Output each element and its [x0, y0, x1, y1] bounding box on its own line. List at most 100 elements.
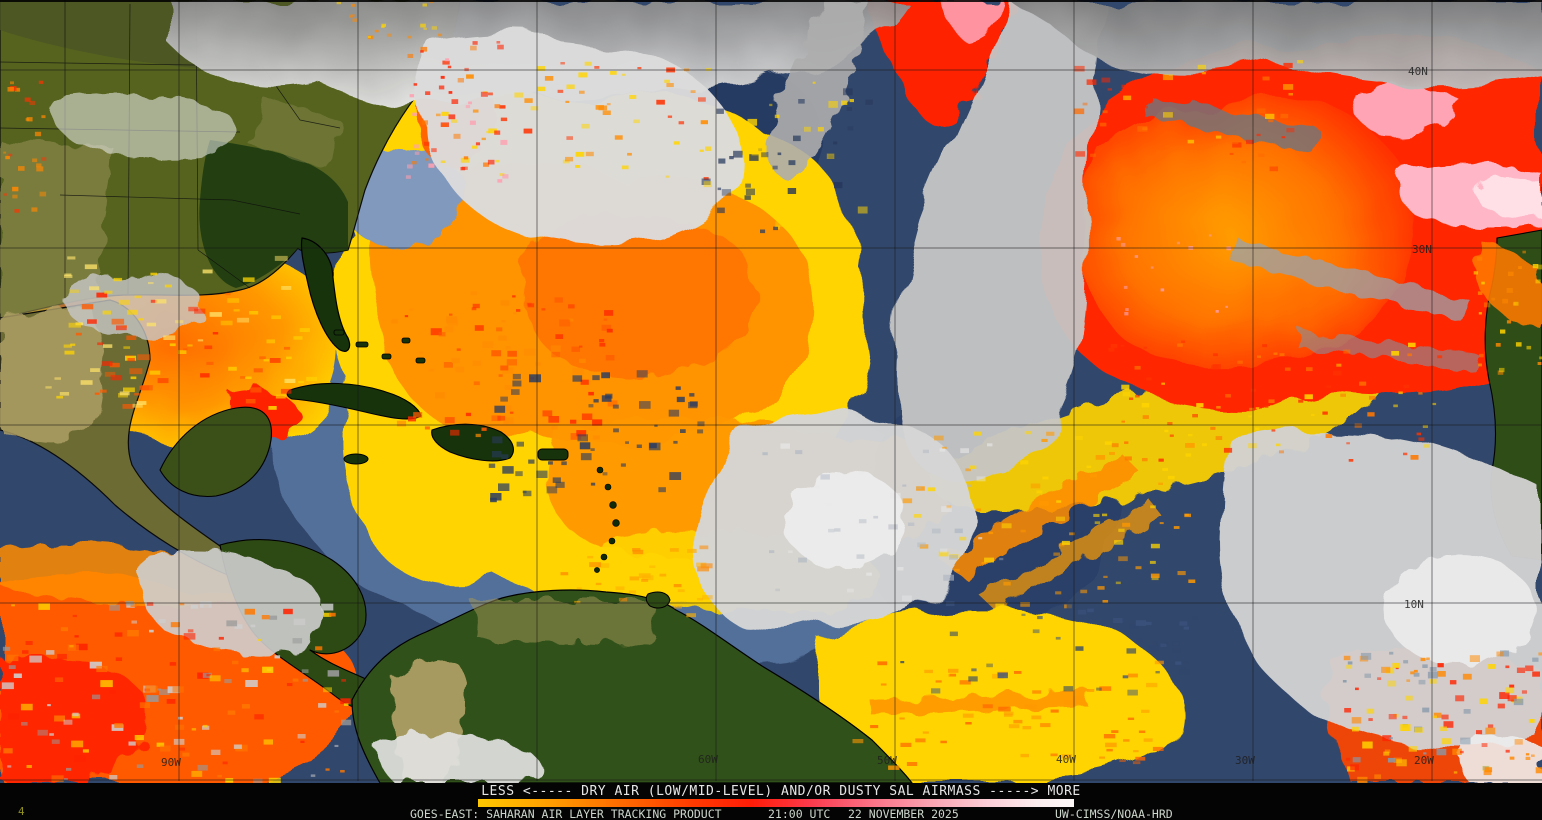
speck — [1345, 757, 1351, 761]
speck — [1152, 746, 1164, 751]
speck — [71, 740, 84, 748]
sal-pink-cap-top — [940, 0, 1004, 41]
speck — [689, 393, 695, 397]
product-time: 21:00 UTC — [768, 807, 831, 820]
speck — [986, 663, 993, 668]
speck — [935, 680, 942, 683]
speck — [745, 183, 751, 188]
speck — [906, 762, 918, 766]
speck — [954, 528, 963, 534]
speck — [472, 41, 478, 45]
speck — [242, 277, 255, 282]
speck — [1281, 136, 1286, 139]
speck — [666, 83, 674, 88]
speck — [915, 738, 926, 743]
speck — [12, 194, 18, 199]
speck — [931, 528, 941, 534]
speck — [1212, 364, 1221, 369]
speck — [1082, 102, 1088, 106]
speck — [1536, 264, 1542, 270]
speck — [529, 374, 541, 383]
speck — [857, 206, 868, 214]
speck — [29, 655, 42, 663]
speck — [922, 449, 929, 454]
speck — [197, 339, 204, 342]
speck — [701, 178, 711, 185]
speck — [1031, 715, 1042, 720]
speck — [481, 427, 487, 431]
speck — [820, 474, 830, 480]
speck — [826, 153, 835, 159]
speck — [1118, 528, 1125, 532]
speck — [498, 374, 503, 377]
speck — [673, 141, 680, 145]
speck — [222, 761, 228, 765]
speck — [696, 597, 703, 601]
speck — [32, 158, 38, 163]
grid-label: 20W — [1414, 754, 1434, 767]
speck — [1150, 543, 1160, 549]
speck — [566, 136, 573, 140]
speck — [1396, 759, 1407, 767]
speck — [137, 354, 150, 361]
speck — [334, 744, 339, 747]
speck — [457, 78, 464, 83]
speck — [1437, 671, 1446, 677]
speck — [1104, 441, 1112, 445]
speck — [1080, 589, 1088, 594]
speck — [873, 515, 879, 519]
speck — [988, 531, 994, 535]
speck — [131, 620, 137, 624]
speck — [1437, 355, 1443, 359]
speck — [1460, 750, 1464, 754]
speck — [717, 207, 725, 214]
speck — [1127, 689, 1138, 696]
speck — [448, 114, 456, 120]
speck — [1114, 540, 1124, 545]
speck — [1255, 427, 1260, 431]
speck — [423, 141, 430, 146]
speck — [1481, 281, 1485, 285]
speck — [1248, 415, 1252, 418]
speck — [1228, 138, 1239, 145]
speck — [502, 405, 512, 411]
cloud-column-west-sliver — [766, 0, 868, 177]
speck — [1014, 671, 1022, 674]
speck — [47, 704, 51, 707]
speck — [349, 15, 353, 18]
speck — [1367, 412, 1375, 417]
cloud-itcz-south-2 — [1455, 735, 1542, 783]
speck — [1422, 664, 1428, 668]
speck — [1469, 655, 1480, 662]
speck — [269, 615, 278, 620]
speck — [1069, 532, 1075, 536]
speck — [1387, 680, 1397, 687]
speck — [481, 137, 486, 141]
speck — [574, 600, 581, 604]
speck — [606, 328, 613, 333]
speck — [865, 99, 873, 105]
speck — [412, 161, 417, 165]
speck — [557, 89, 564, 93]
speck — [1509, 684, 1515, 688]
speck — [451, 99, 459, 104]
speck — [1177, 571, 1186, 576]
speck — [1126, 648, 1137, 654]
speck — [334, 710, 339, 713]
speck — [1360, 652, 1372, 660]
speck — [788, 160, 796, 166]
speck — [1427, 671, 1438, 679]
speck — [1145, 621, 1152, 626]
speck — [442, 60, 450, 65]
speck — [858, 519, 867, 524]
speck — [1362, 741, 1373, 749]
speck — [84, 264, 98, 270]
speck — [266, 339, 276, 344]
speck — [64, 778, 68, 781]
speck — [1418, 437, 1425, 441]
speck — [1121, 384, 1130, 390]
speck — [760, 229, 766, 234]
speck — [1032, 690, 1042, 694]
speck — [54, 715, 65, 722]
speck — [473, 381, 480, 386]
